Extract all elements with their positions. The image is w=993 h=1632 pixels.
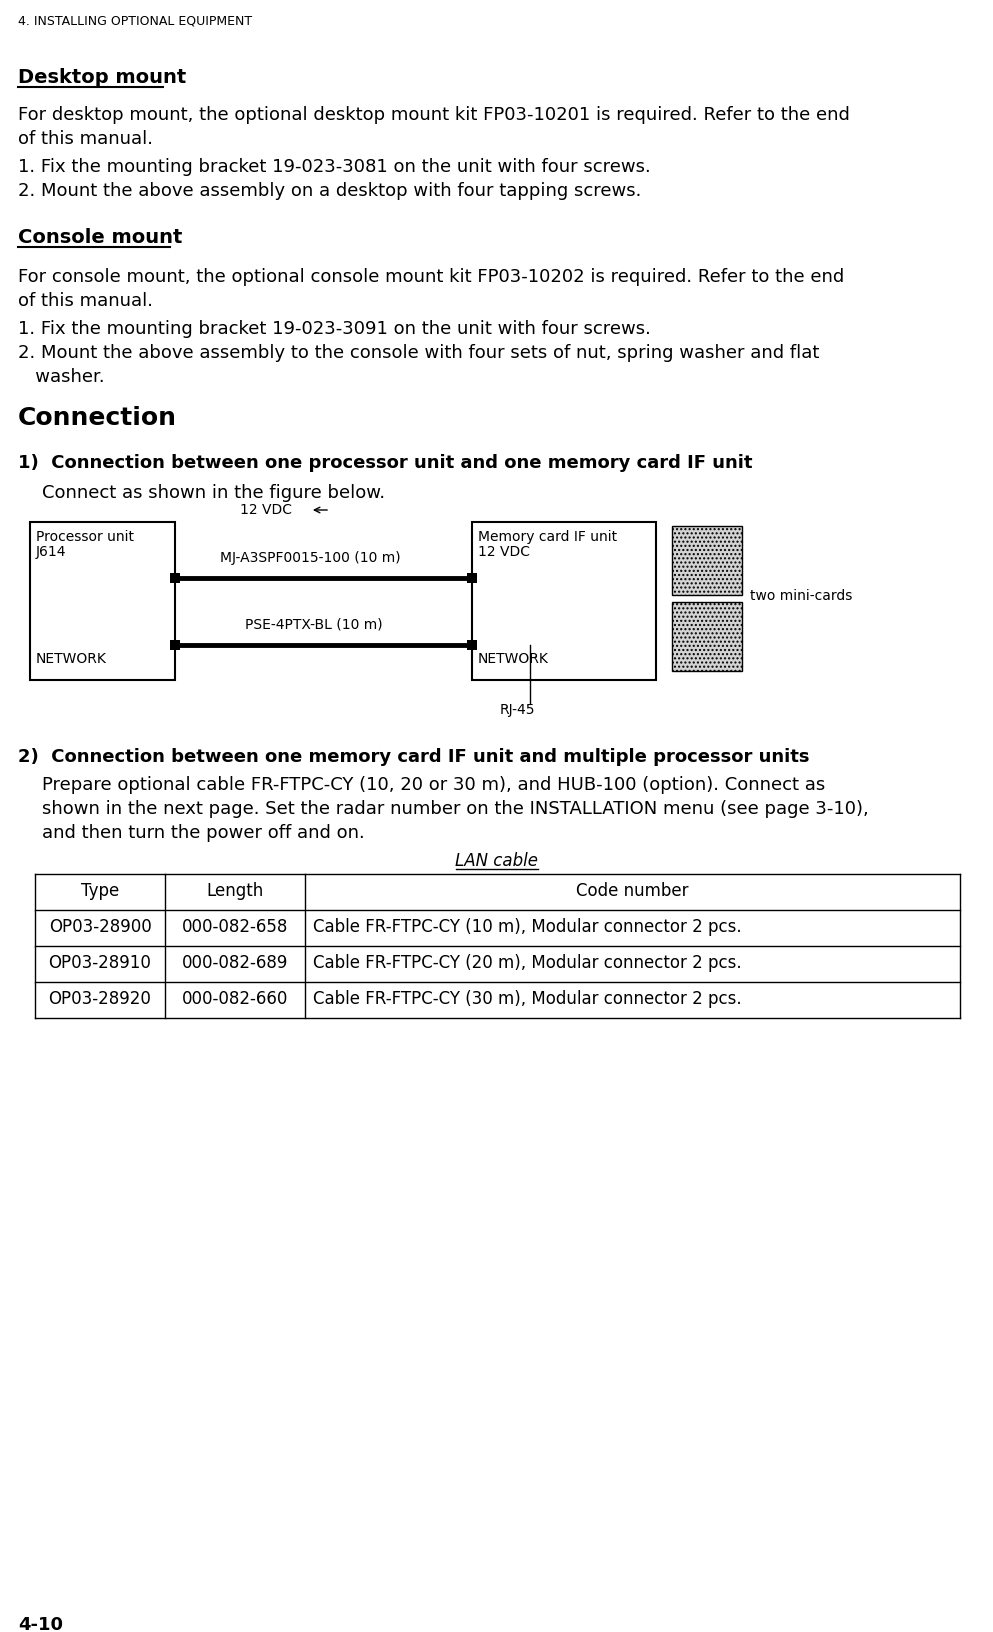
Text: and then turn the power off and on.: and then turn the power off and on. xyxy=(42,824,364,842)
Text: Type: Type xyxy=(80,881,119,899)
Text: two mini-cards: two mini-cards xyxy=(750,589,852,602)
Text: 12 VDC: 12 VDC xyxy=(478,545,530,560)
Text: LAN cable: LAN cable xyxy=(455,852,538,870)
Bar xyxy=(672,602,742,671)
Bar xyxy=(467,640,477,650)
Text: Cable FR-FTPC-CY (30 m), Modular connector 2 pcs.: Cable FR-FTPC-CY (30 m), Modular connect… xyxy=(313,991,742,1009)
Text: Connection: Connection xyxy=(18,406,177,429)
Text: MJ-A3SPF0015-100 (10 m): MJ-A3SPF0015-100 (10 m) xyxy=(220,552,400,565)
Text: of this manual.: of this manual. xyxy=(18,131,153,149)
Text: 2)  Connection between one memory card IF unit and multiple processor units: 2) Connection between one memory card IF… xyxy=(18,747,809,765)
Bar xyxy=(30,522,175,681)
Bar xyxy=(170,573,180,583)
Text: of this manual.: of this manual. xyxy=(18,292,153,310)
Text: shown in the next page. Set the radar number on the INSTALLATION menu (see page : shown in the next page. Set the radar nu… xyxy=(42,800,869,818)
Text: 4-10: 4-10 xyxy=(18,1616,63,1632)
Text: OP03-28900: OP03-28900 xyxy=(49,917,151,937)
Text: Code number: Code number xyxy=(576,881,689,899)
Text: For desktop mount, the optional desktop mount kit FP03-10201 is required. Refer : For desktop mount, the optional desktop … xyxy=(18,106,850,124)
Bar xyxy=(672,526,742,596)
Text: 1. Fix the mounting bracket 19-023-3081 on the unit with four screws.: 1. Fix the mounting bracket 19-023-3081 … xyxy=(18,158,650,176)
Text: 000-082-689: 000-082-689 xyxy=(182,955,288,973)
Text: NETWORK: NETWORK xyxy=(478,653,549,666)
Text: Memory card IF unit: Memory card IF unit xyxy=(478,530,617,543)
Text: Desktop mount: Desktop mount xyxy=(18,69,187,86)
Text: OP03-28910: OP03-28910 xyxy=(49,955,152,973)
Text: 000-082-660: 000-082-660 xyxy=(182,991,288,1009)
Text: 000-082-658: 000-082-658 xyxy=(182,917,288,937)
Text: 2. Mount the above assembly to the console with four sets of nut, spring washer : 2. Mount the above assembly to the conso… xyxy=(18,344,819,362)
Text: Console mount: Console mount xyxy=(18,228,183,246)
Text: 12 VDC: 12 VDC xyxy=(240,503,292,517)
Text: 1. Fix the mounting bracket 19-023-3091 on the unit with four screws.: 1. Fix the mounting bracket 19-023-3091 … xyxy=(18,320,650,338)
Text: Cable FR-FTPC-CY (20 m), Modular connector 2 pcs.: Cable FR-FTPC-CY (20 m), Modular connect… xyxy=(313,955,742,973)
Text: NETWORK: NETWORK xyxy=(36,653,107,666)
Text: RJ-45: RJ-45 xyxy=(500,703,535,716)
Bar xyxy=(467,573,477,583)
Text: Processor unit: Processor unit xyxy=(36,530,134,543)
Bar xyxy=(472,522,656,681)
Text: Length: Length xyxy=(207,881,263,899)
Text: Cable FR-FTPC-CY (10 m), Modular connector 2 pcs.: Cable FR-FTPC-CY (10 m), Modular connect… xyxy=(313,917,742,937)
Text: PSE-4PTX-BL (10 m): PSE-4PTX-BL (10 m) xyxy=(245,619,382,632)
Text: For console mount, the optional console mount kit FP03-10202 is required. Refer : For console mount, the optional console … xyxy=(18,268,844,286)
Text: J614: J614 xyxy=(36,545,67,560)
Text: OP03-28920: OP03-28920 xyxy=(49,991,152,1009)
Text: Prepare optional cable FR-FTPC-CY (10, 20 or 30 m), and HUB-100 (option). Connec: Prepare optional cable FR-FTPC-CY (10, 2… xyxy=(42,775,825,795)
Text: 1)  Connection between one processor unit and one memory card IF unit: 1) Connection between one processor unit… xyxy=(18,454,753,472)
Text: 4. INSTALLING OPTIONAL EQUIPMENT: 4. INSTALLING OPTIONAL EQUIPMENT xyxy=(18,15,252,28)
Text: 2. Mount the above assembly on a desktop with four tapping screws.: 2. Mount the above assembly on a desktop… xyxy=(18,183,641,201)
Text: Connect as shown in the figure below.: Connect as shown in the figure below. xyxy=(42,485,385,503)
Bar xyxy=(170,640,180,650)
Text: washer.: washer. xyxy=(18,367,104,387)
